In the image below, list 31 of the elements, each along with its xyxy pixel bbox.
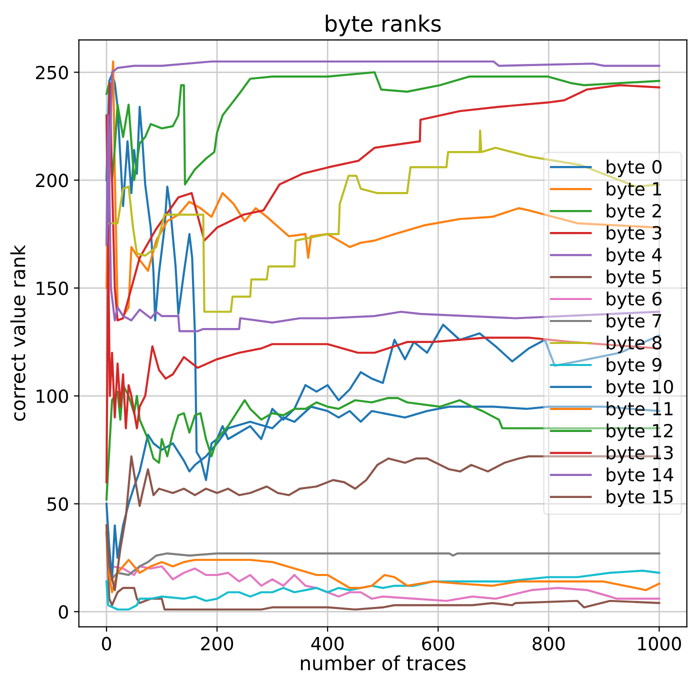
x-tick-label: 600 <box>422 636 454 650</box>
legend-label: byte 5 <box>606 270 662 288</box>
y-tick-label: 0 <box>58 605 68 619</box>
chart-title: byte ranks <box>326 14 441 36</box>
legend-label: byte 12 <box>606 424 672 442</box>
x-axis-title: number of traces <box>300 655 466 670</box>
x-tick-label: 0 <box>102 636 112 650</box>
y-tick-label: 250 <box>36 66 68 80</box>
y-tick-label: 200 <box>36 174 68 188</box>
x-tick-label: 1000 <box>638 636 681 650</box>
y-axis-title: correct value rank <box>10 244 26 421</box>
legend-label: byte 2 <box>606 204 661 222</box>
x-tick-label: 200 <box>201 636 234 650</box>
y-tick-label: 100 <box>36 389 68 404</box>
y-tick-label: 150 <box>36 281 68 296</box>
legend-label: byte 15 <box>606 490 673 507</box>
legend-label: byte 13 <box>606 446 673 464</box>
x-tick-label: 400 <box>311 636 344 650</box>
legend-label: byte 7 <box>606 314 662 332</box>
legend-label: byte 0 <box>606 160 662 178</box>
legend-label: byte 14 <box>606 468 674 485</box>
legend-label: byte 8 <box>606 336 662 354</box>
legend-label: byte 9 <box>606 358 662 376</box>
legend-label: byte 4 <box>606 248 662 266</box>
legend-label: byte 11 <box>606 402 673 420</box>
legend-label: byte 6 <box>606 292 662 310</box>
legend-label: byte 10 <box>606 380 673 398</box>
x-tick-label: 800 <box>532 636 565 650</box>
legend-label: byte 3 <box>606 226 662 244</box>
legend-label: byte 1 <box>606 182 662 200</box>
y-tick-label: 50 <box>48 497 68 511</box>
